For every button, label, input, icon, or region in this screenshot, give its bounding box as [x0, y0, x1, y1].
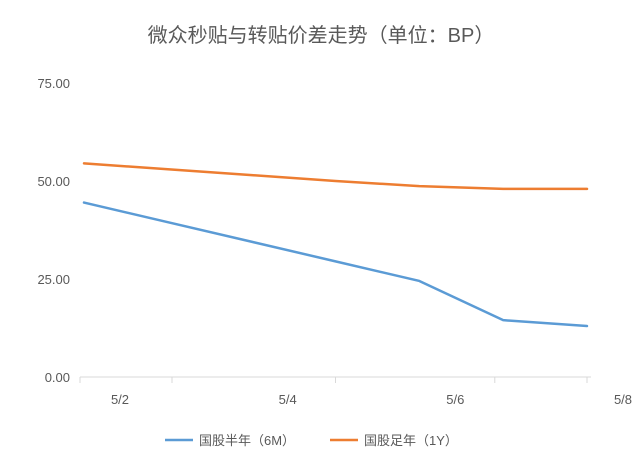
- legend: 国股半年（6M） 国股足年（1Y）: [165, 433, 458, 448]
- x-tick-label: 5/4: [279, 392, 297, 407]
- legend-label: 国股半年（6M）: [199, 433, 295, 448]
- x-tick-label: 5/8: [614, 392, 632, 407]
- series-line: [82, 162, 589, 191]
- y-tick-label: 0.00: [45, 370, 70, 385]
- x-tick-label: 5/6: [446, 392, 464, 407]
- legend-label: 国股足年（1Y）: [364, 433, 458, 448]
- chart-title: 微众秒贴与转贴价差走势（单位：BP）: [148, 24, 495, 47]
- y-axis-ticks: 0.00 25.00 50.00 75.00: [37, 76, 70, 385]
- series-line: [82, 201, 589, 328]
- series-lines: [82, 162, 589, 328]
- y-tick-label: 75.00: [37, 76, 70, 91]
- y-tick-label: 50.00: [37, 174, 70, 189]
- x-axis: 5/2 5/4 5/6 5/8: [79, 376, 632, 407]
- y-tick-label: 25.00: [37, 272, 70, 287]
- x-tick-label: 5/2: [111, 392, 129, 407]
